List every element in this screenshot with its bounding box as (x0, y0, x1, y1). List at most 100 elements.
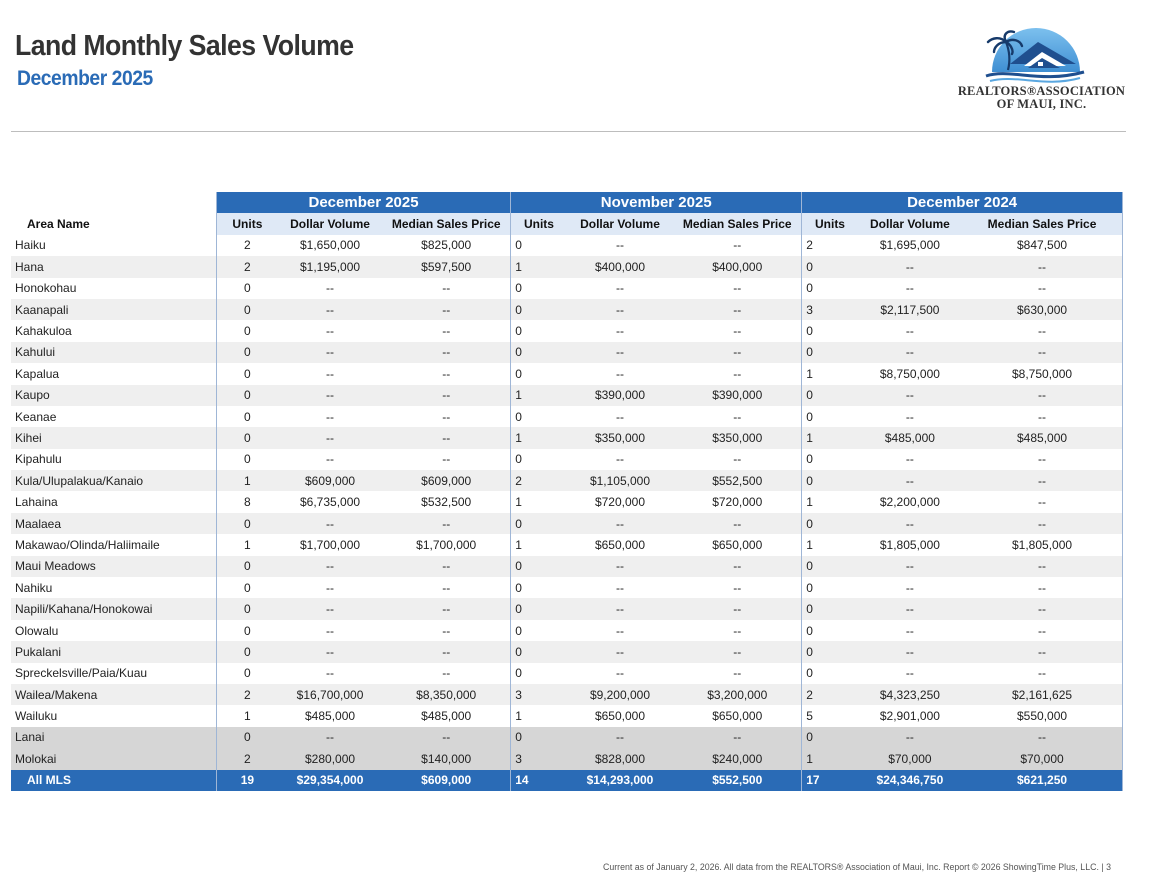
median-price-cell: $552,500 (673, 470, 802, 492)
table-row: Pukalani 0 -- -- 0 -- -- 0 -- -- (11, 641, 1124, 663)
median-price-cell: -- (382, 341, 511, 364)
dollar-volume-cell: $1,695,000 (857, 234, 963, 257)
median-price-cell: $847,500 (962, 234, 1124, 257)
dollar-volume-cell: -- (857, 619, 963, 642)
dollar-volume-cell: -- (277, 598, 383, 620)
dollar-volume-cell: $650,000 (566, 705, 674, 727)
units-cell: 3 (510, 748, 567, 770)
table-row: Nahiku 0 -- -- 0 -- -- 0 -- -- (11, 577, 1124, 599)
median-price-cell: $390,000 (673, 384, 802, 406)
table-row: Maui Meadows 0 -- -- 0 -- -- 0 -- -- (11, 555, 1124, 578)
dollar-volume-cell: $350,000 (566, 427, 674, 449)
dollar-volume-cell: -- (566, 448, 674, 471)
median-price-cell: -- (382, 619, 511, 642)
table-row: Kahului 0 -- -- 0 -- -- 0 -- -- (11, 341, 1124, 364)
dollar-volume-cell: -- (857, 512, 963, 535)
units-cell: 0 (215, 512, 278, 535)
dollar-volume-cell: -- (566, 512, 674, 535)
dollar-volume-cell: $485,000 (857, 427, 963, 449)
units-cell: 0 (215, 405, 278, 428)
units-cell: 0 (215, 277, 278, 299)
units-cell: 0 (510, 448, 567, 471)
dollar-volume-cell: -- (566, 641, 674, 663)
median-price-cell: -- (382, 577, 511, 599)
area-name-cell: Pukalani (11, 641, 217, 663)
median-price-cell: -- (382, 726, 511, 749)
dollar-volume-cell: $609,000 (277, 470, 383, 492)
median-price-cell: -- (962, 619, 1124, 642)
table-row: Kula/Ulupalakua/Kanaio 1 $609,000 $609,000 2… (11, 470, 1124, 492)
total-dollar-volume: $29,354,000 (277, 769, 383, 791)
units-cell: 1 (215, 705, 278, 727)
area-name-cell: Keanae (11, 405, 217, 428)
units-cell: 0 (215, 641, 278, 663)
dollar-volume-cell: $16,700,000 (277, 683, 383, 706)
column-header-row: Area Name Units Dollar Volume Median Sal… (11, 213, 1124, 235)
units-cell: 1 (215, 534, 278, 556)
dollar-volume-cell: $70,000 (857, 748, 963, 770)
units-cell: 0 (510, 726, 567, 749)
units-cell: 0 (801, 256, 858, 278)
median-price-cell: -- (673, 320, 802, 342)
units-cell: 0 (510, 298, 567, 321)
dollar-volume-cell: -- (277, 427, 383, 449)
units-cell: 0 (215, 577, 278, 599)
area-name-cell: Maui Meadows (11, 555, 217, 578)
units-cell: 1 (801, 748, 858, 770)
median-price-cell: -- (673, 363, 802, 385)
units-cell: 0 (215, 448, 278, 471)
median-price-cell: $400,000 (673, 256, 802, 278)
area-name-cell: Kipahulu (11, 448, 217, 471)
area-name-cell: Kaupo (11, 384, 217, 406)
units-cell: 3 (801, 298, 858, 321)
dollar-volume-cell: -- (566, 405, 674, 428)
median-price-cell: $70,000 (962, 748, 1124, 770)
units-cell: 0 (510, 405, 567, 428)
header-divider (11, 131, 1126, 132)
median-price-cell: -- (962, 555, 1124, 578)
median-price-cell: -- (962, 491, 1124, 513)
dollar-volume-cell: -- (857, 405, 963, 428)
dollar-volume-cell: $650,000 (566, 534, 674, 556)
units-cell: 0 (215, 726, 278, 749)
dollar-volume-cell: -- (857, 555, 963, 578)
median-price-cell: $650,000 (673, 534, 802, 556)
median-price-cell: $485,000 (962, 427, 1124, 449)
median-price-cell: -- (673, 277, 802, 299)
median-price-cell: -- (962, 405, 1124, 428)
total-units: 14 (510, 769, 567, 791)
median-price-cell: -- (673, 726, 802, 749)
dollar-volume-cell: -- (566, 662, 674, 684)
median-price-cell: -- (382, 641, 511, 663)
dollar-volume-cell: $4,323,250 (857, 683, 963, 706)
dollar-volume-cell: -- (566, 555, 674, 578)
median-price-cell: $8,750,000 (962, 363, 1124, 385)
dollar-volume-cell: $400,000 (566, 256, 674, 278)
median-price-cell: -- (673, 234, 802, 257)
table-row: Honokohau 0 -- -- 0 -- -- 0 -- -- (11, 277, 1124, 299)
units-cell: 1 (510, 256, 567, 278)
median-price-cell: -- (962, 577, 1124, 599)
page-subtitle: December 2025 (17, 67, 153, 90)
median-price-cell: -- (673, 405, 802, 428)
dollar-volume-cell: -- (277, 363, 383, 385)
units-cell: 0 (215, 341, 278, 364)
units-cell: 8 (215, 491, 278, 513)
median-price-cell: $609,000 (382, 470, 511, 492)
median-price-header: Median Sales Price (382, 213, 511, 235)
dollar-volume-cell: -- (566, 363, 674, 385)
logo-text-line1: REALTORS®ASSOCIATION (957, 84, 1126, 98)
table-row: Haiku 2 $1,650,000 $825,000 0 -- -- 2 $1,695,000… (11, 234, 1124, 257)
area-name-cell: Lahaina (11, 491, 217, 513)
median-price-cell: -- (382, 555, 511, 578)
area-name-cell: Molokai (11, 748, 217, 770)
median-price-cell: -- (382, 598, 511, 620)
median-price-cell: -- (673, 662, 802, 684)
dollar-volume-cell: -- (566, 577, 674, 599)
blank-header-cell (11, 192, 217, 214)
table-row: Molokai 2 $280,000 $140,000 3 $828,000 $240,00… (11, 748, 1124, 770)
dollar-volume-cell: -- (277, 726, 383, 749)
dollar-volume-cell: -- (857, 448, 963, 471)
dollar-volume-header: Dollar Volume (277, 213, 383, 235)
dollar-volume-cell: $2,901,000 (857, 705, 963, 727)
